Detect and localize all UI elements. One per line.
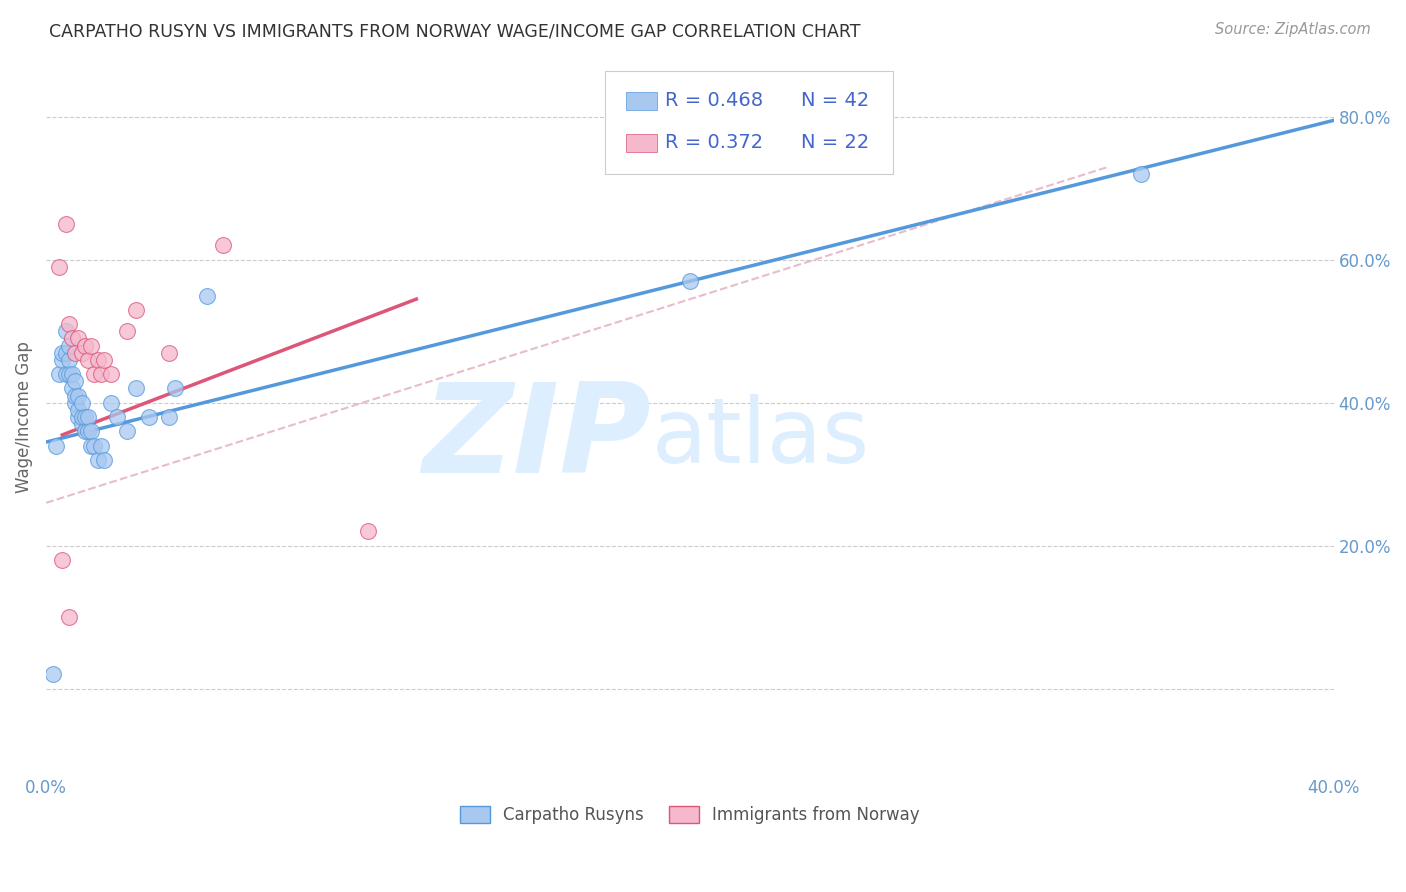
Point (73, 410, 96, 425)
Point (73, 338, 96, 352)
Text: R = 0.372: R = 0.372 (665, 133, 763, 153)
Point (77, 352, 100, 367)
Point (83, 367, 105, 381)
Point (63, 345, 86, 359)
Point (60, 367, 83, 381)
Point (163, 381, 186, 395)
Point (70, 345, 93, 359)
Point (55, 324, 77, 338)
Point (125, 381, 148, 395)
Point (138, 410, 160, 425)
Point (51, 345, 73, 359)
Point (86, 453, 108, 467)
Point (93, 453, 115, 467)
Text: N = 22: N = 22 (801, 133, 870, 153)
Point (212, 238, 235, 252)
Point (157, 345, 180, 359)
Point (70, 395, 93, 409)
Point (195, 288, 218, 302)
Point (48, 367, 70, 381)
Point (357, 524, 380, 539)
Point (58, 338, 80, 352)
Point (63, 388, 86, 402)
Point (73, 425, 96, 439)
Point (77, 425, 100, 439)
Point (93, 352, 115, 367)
Point (67, 331, 90, 345)
Point (115, 324, 138, 338)
Text: atlas: atlas (651, 394, 869, 483)
Point (67, 388, 90, 402)
Point (86, 352, 108, 367)
Point (60, 331, 83, 345)
Point (63, 395, 86, 409)
Point (67, 410, 90, 425)
Text: ZIP: ZIP (423, 378, 651, 499)
Point (70, 417, 93, 432)
Text: CARPATHO RUSYN VS IMMIGRANTS FROM NORWAY WAGE/INCOME GAP CORRELATION CHART: CARPATHO RUSYN VS IMMIGRANTS FROM NORWAY… (49, 22, 860, 40)
Point (58, 367, 80, 381)
Legend: Carpatho Rusyns, Immigrants from Norway: Carpatho Rusyns, Immigrants from Norway (453, 799, 927, 830)
Point (55, 217, 77, 231)
Point (55, 345, 77, 359)
Point (45, 439, 67, 453)
Point (90, 367, 112, 381)
Point (83, 439, 105, 453)
Point (51, 553, 73, 567)
Point (58, 317, 80, 331)
Text: N = 42: N = 42 (801, 91, 870, 111)
Point (51, 352, 73, 367)
Point (100, 395, 122, 409)
Point (1129, 167, 1152, 181)
Point (70, 410, 93, 425)
Point (90, 439, 112, 453)
Point (77, 410, 100, 425)
Point (55, 367, 77, 381)
Point (58, 352, 80, 367)
Point (80, 439, 103, 453)
Point (100, 367, 122, 381)
Point (67, 403, 90, 417)
Point (58, 610, 80, 624)
Y-axis label: Wage/Income Gap: Wage/Income Gap (15, 341, 32, 493)
Point (60, 381, 83, 395)
Point (157, 410, 180, 425)
Point (679, 274, 702, 288)
Point (125, 302, 148, 317)
Point (115, 425, 138, 439)
Point (80, 338, 103, 352)
Point (48, 260, 70, 274)
Point (80, 425, 103, 439)
Point (105, 410, 128, 425)
Text: Source: ZipAtlas.com: Source: ZipAtlas.com (1215, 22, 1371, 37)
Point (41, 667, 63, 681)
Text: R = 0.468: R = 0.468 (665, 91, 763, 111)
Point (63, 374, 86, 388)
